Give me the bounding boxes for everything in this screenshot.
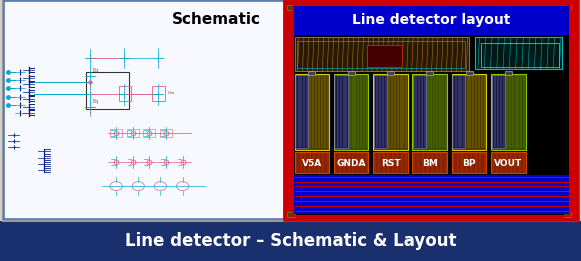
Bar — [295, 74, 329, 150]
Bar — [452, 152, 486, 174]
Bar — [492, 75, 505, 149]
Bar — [426, 71, 433, 75]
Bar — [413, 74, 447, 150]
Bar — [295, 152, 329, 174]
Text: GNDA: GNDA — [336, 159, 366, 168]
Bar — [288, 212, 295, 217]
Bar — [119, 86, 131, 100]
Bar — [152, 86, 164, 100]
Bar — [475, 37, 562, 69]
Text: BM: BM — [422, 159, 437, 168]
Bar — [309, 71, 315, 75]
Bar — [85, 72, 128, 109]
Bar — [505, 71, 512, 75]
Text: Schematic: Schematic — [172, 12, 261, 27]
Bar — [387, 71, 394, 75]
Bar — [293, 6, 569, 35]
Text: Line detector – Schematic & Layout: Line detector – Schematic & Layout — [125, 232, 456, 250]
Bar — [481, 43, 560, 67]
Text: VOUT: VOUT — [494, 159, 522, 168]
Bar — [347, 71, 354, 75]
Bar — [295, 75, 309, 149]
Bar — [465, 71, 472, 75]
Bar — [452, 74, 486, 150]
Bar — [160, 129, 172, 137]
Bar — [4, 1, 284, 219]
Bar — [110, 129, 122, 137]
Text: Line detector layout: Line detector layout — [352, 13, 511, 27]
Bar — [564, 212, 571, 217]
Bar — [293, 175, 569, 214]
Bar — [288, 5, 295, 10]
Text: Gm: Gm — [167, 92, 175, 96]
Bar — [373, 152, 408, 174]
Bar — [3, 1, 578, 221]
Bar — [491, 74, 526, 150]
Text: V5A: V5A — [302, 159, 322, 168]
Bar — [297, 40, 465, 68]
Bar — [374, 75, 387, 149]
Bar — [453, 75, 465, 149]
Bar — [0, 221, 581, 261]
Bar — [491, 152, 526, 174]
Bar — [335, 75, 347, 149]
Bar — [127, 129, 139, 137]
Bar — [367, 45, 402, 67]
Bar — [564, 5, 571, 10]
Bar — [334, 74, 368, 150]
Text: Eq: Eq — [92, 68, 99, 73]
Bar — [413, 75, 426, 149]
Text: RST: RST — [381, 159, 400, 168]
Bar — [413, 152, 447, 174]
Bar — [144, 129, 156, 137]
Bar — [334, 152, 368, 174]
Text: BP: BP — [462, 159, 476, 168]
Text: Eq: Eq — [92, 99, 99, 104]
Bar — [286, 1, 577, 219]
Bar — [295, 37, 469, 71]
Bar — [373, 74, 408, 150]
